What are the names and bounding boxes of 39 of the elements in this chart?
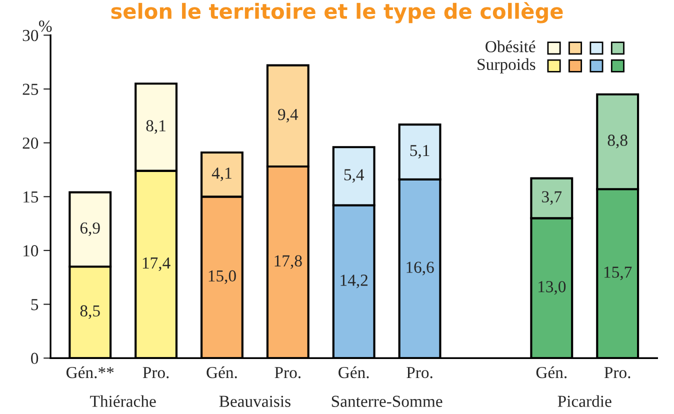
text: Beauvaisis [219,396,290,407]
x-tick-label: Gén. [206,366,237,378]
y-tick-label: 25 [22,84,38,95]
x-tick-label: Pro. [274,367,300,378]
y-axis-title: % [38,20,52,32]
text: Picardie [558,395,612,407]
data-label: 13,0 [538,281,566,295]
x-tick-label: Pro. [604,367,630,378]
data-label: 17,4 [142,257,170,272]
text: Thiérache [90,395,156,407]
data-label: 8,5 [80,305,100,319]
chart-title: selon le territoire et le type de collège [111,2,563,24]
y-tick-label: 0 [31,352,38,364]
y-tick-label: 10 [24,245,38,256]
data-label: 5,4 [344,169,364,183]
data-label: 5,1 [410,144,430,159]
data-label: 17,8 [274,255,302,269]
data-label: 15,7 [604,266,632,280]
data-label: 15,0 [208,270,236,284]
legend-label: Surpoids [478,58,536,74]
data-label: 8,8 [608,134,628,148]
text: Santerre-Somme [332,396,442,407]
data-label: 6,9 [80,222,100,236]
y-tick-label: 20 [22,138,38,149]
data-label: 14,2 [340,274,368,288]
x-tick-label: Pro. [406,367,432,378]
y-tick-label: 5 [31,299,38,310]
data-label: 4,1 [212,168,232,182]
y-tick-label: 15 [24,191,38,203]
legend-label: Obésité [486,40,536,52]
data-label: 16,6 [406,262,434,276]
y-tick-label: 30 [22,30,38,42]
data-label: 9,4 [278,108,298,122]
x-tick-label: Pro. [142,367,169,378]
x-tick-label: Gén. [536,366,567,378]
x-tick-label: Gén. [338,366,369,378]
data-label: 8,1 [146,120,166,134]
x-tick-label: Gén.** [66,366,114,378]
data-label: 3,7 [542,191,562,205]
